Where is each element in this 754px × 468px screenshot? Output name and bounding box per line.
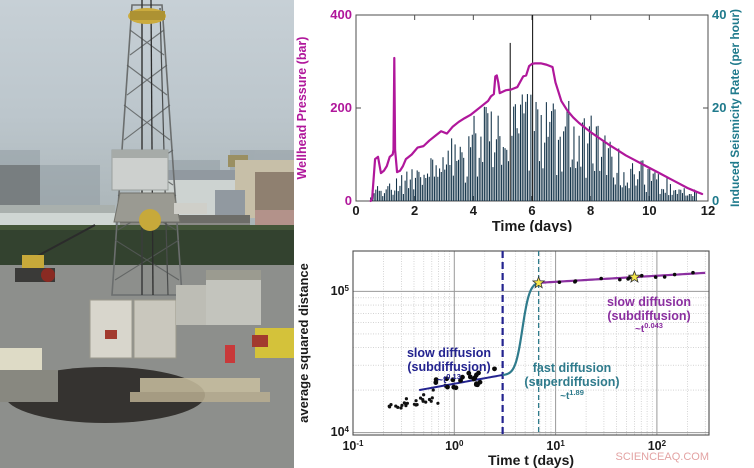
svg-text:40: 40 [712,7,726,22]
svg-text:Time (days): Time (days) [492,219,572,232]
svg-text:slow diffusion: slow diffusion [407,346,491,360]
svg-text:SCIENCEAQ.COM: SCIENCEAQ.COM [615,451,709,463]
svg-text:0: 0 [712,193,719,208]
svg-text:100: 100 [445,439,464,454]
svg-text:105: 105 [331,284,350,299]
svg-text:average squared distance: average squared distance [296,263,311,423]
svg-text:6: 6 [528,203,535,218]
svg-text:0: 0 [352,203,359,218]
svg-text:slow diffusion: slow diffusion [607,295,691,309]
svg-text:400: 400 [330,7,352,22]
svg-text:10-1: 10-1 [342,439,364,454]
svg-text:200: 200 [330,100,352,115]
svg-text:2: 2 [411,203,418,218]
svg-text:Induced Seismicity Rate (per h: Induced Seismicity Rate (per hour) [728,9,742,207]
svg-text:10: 10 [642,203,656,218]
svg-text:0: 0 [345,193,352,208]
svg-text:101: 101 [546,439,565,454]
svg-text:Time t (days): Time t (days) [488,452,574,468]
svg-text:8: 8 [587,203,594,218]
svg-text:Wellhead Pressure (bar): Wellhead Pressure (bar) [295,37,309,180]
svg-text:~t1.89: ~t1.89 [560,388,584,403]
svg-text:104: 104 [331,425,350,440]
svg-text:4: 4 [470,203,478,218]
svg-text:fast diffusion: fast diffusion [533,361,611,375]
svg-text:20: 20 [712,100,726,115]
